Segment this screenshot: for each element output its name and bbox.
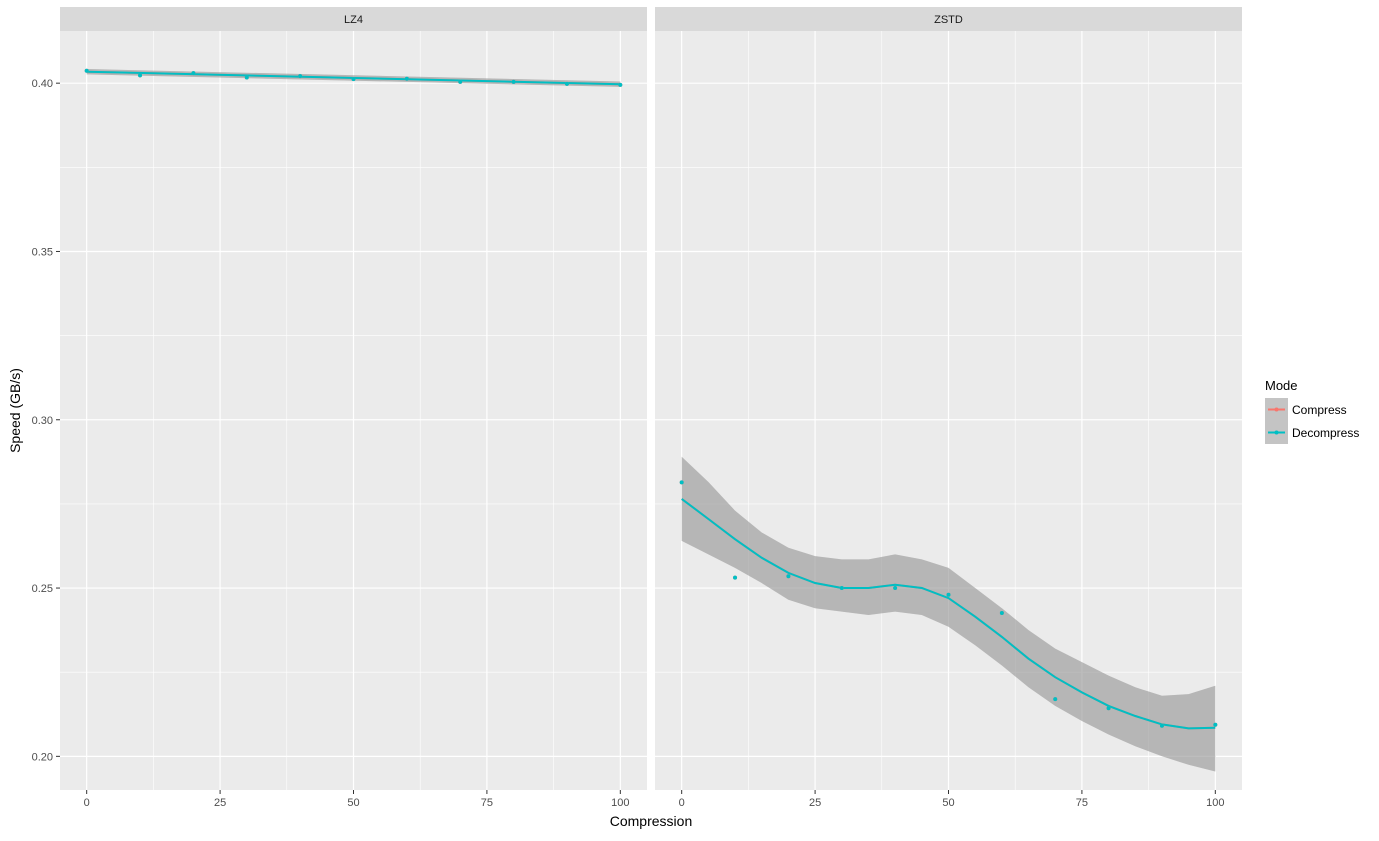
data-point-decompress <box>511 79 516 84</box>
data-point-decompress <box>191 71 196 76</box>
y-tick-label: 0.35 <box>32 246 53 258</box>
y-tick-label: 0.30 <box>32 415 53 427</box>
x-tick-label: 50 <box>347 797 359 809</box>
x-tick-label: 100 <box>611 797 629 809</box>
y-axis-title: Speed (GB/s) <box>7 368 23 453</box>
data-point-decompress <box>893 586 898 591</box>
facet-strip-label: ZSTD <box>934 14 963 26</box>
data-point-decompress <box>84 68 89 73</box>
facet-strip <box>60 7 647 31</box>
y-tick-label: 0.20 <box>32 751 53 763</box>
facet-zstd: ZSTD 0 25 50 75 100 <box>655 7 1242 809</box>
data-point-decompress <box>786 574 791 579</box>
y-tick-label: 0.40 <box>32 78 53 90</box>
legend: Mode Compress Decompress <box>1265 378 1359 444</box>
data-point-decompress <box>458 79 463 84</box>
facet-lz4: LZ4 0 25 50 75 100 <box>60 7 647 809</box>
data-point-decompress <box>404 76 409 81</box>
facet-strip <box>655 7 1242 31</box>
x-tick-label: 0 <box>679 797 685 809</box>
legend-label-compress: Compress <box>1292 403 1347 417</box>
x-tick-label: 75 <box>481 797 493 809</box>
x-tick-label: 75 <box>1076 797 1088 809</box>
data-point-decompress <box>999 610 1004 615</box>
legend-point-compress <box>1274 407 1279 412</box>
x-tick-label: 25 <box>214 797 226 809</box>
data-point-decompress <box>351 77 356 82</box>
x-tick-label: 0 <box>84 797 90 809</box>
data-point-decompress <box>244 75 249 80</box>
legend-title: Mode <box>1265 378 1298 393</box>
data-point-decompress <box>618 82 623 87</box>
data-point-decompress <box>138 73 143 78</box>
data-point-decompress <box>679 480 684 485</box>
fit-line-decompress <box>681 498 1216 730</box>
x-axis-title: Compression <box>610 813 692 829</box>
data-point-decompress <box>564 81 569 86</box>
x-tick-label: 50 <box>942 797 954 809</box>
data-point-decompress <box>946 592 951 597</box>
data-point-decompress <box>1106 706 1111 711</box>
facet-strip-label: LZ4 <box>344 14 363 26</box>
legend-point-decompress <box>1274 430 1279 435</box>
x-tick-label: 100 <box>1206 797 1224 809</box>
data-point-decompress <box>298 74 303 79</box>
y-tick-label: 0.25 <box>32 583 53 595</box>
x-tick-label: 25 <box>809 797 821 809</box>
data-point-decompress <box>839 586 844 591</box>
data-point-decompress <box>733 575 738 580</box>
data-point-decompress <box>1159 723 1164 728</box>
legend-label-decompress: Decompress <box>1292 426 1359 440</box>
data-point-decompress <box>1213 722 1218 727</box>
data-point-decompress <box>1053 697 1058 702</box>
